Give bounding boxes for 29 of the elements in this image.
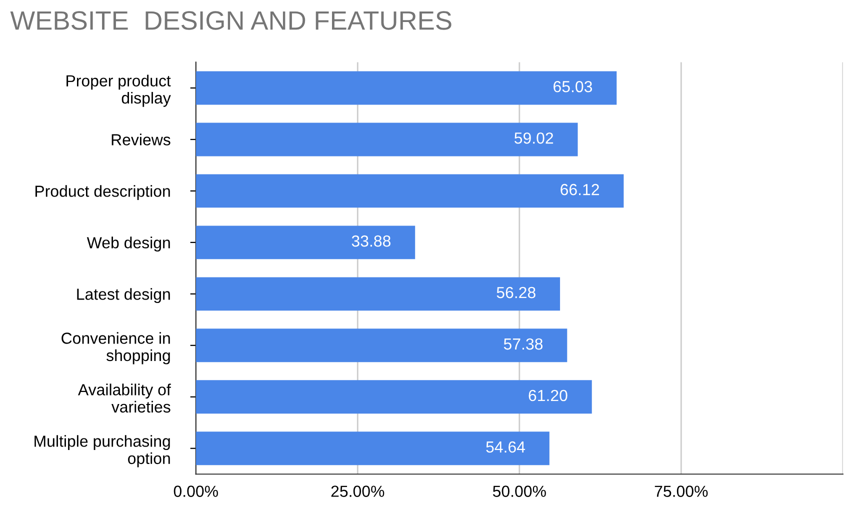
data-label: 57.38 [504,338,543,350]
y-tick-label: Proper product display [66,74,171,107]
bar [196,122,578,156]
x-tick-label: 50.00% [492,486,546,497]
y-tick-label: Latest design [77,288,170,304]
y-tick-label: Multiple purchasing option [34,435,170,468]
y-tick-label: Web design [86,236,170,252]
y-tick-label: Reviews [112,134,170,146]
data-label: 33.88 [352,235,390,247]
data-label: 54.64 [486,441,526,453]
bar [196,277,560,311]
y-tick-label: Product description [35,185,170,200]
bar [196,174,624,208]
bar [196,328,568,362]
data-label: 61.20 [528,390,568,402]
x-tick-label: 25.00% [331,486,384,497]
bar [196,226,416,260]
bar [196,380,592,414]
data-label: 59.02 [514,132,554,144]
x-tick-label: 0.00% [174,486,218,497]
x-tick-label: 75.00% [654,486,708,497]
bar [196,432,550,466]
data-label: 56.28 [496,286,536,298]
chart-title: WEBSITE DESIGN AND FEATURES [10,11,452,30]
y-tick-label: Convenience in shopping [62,332,170,364]
data-label: 65.03 [554,80,592,92]
bar [196,71,617,105]
y-tick-label: Availability of varieties [78,384,171,413]
data-label: 66.12 [560,184,599,196]
